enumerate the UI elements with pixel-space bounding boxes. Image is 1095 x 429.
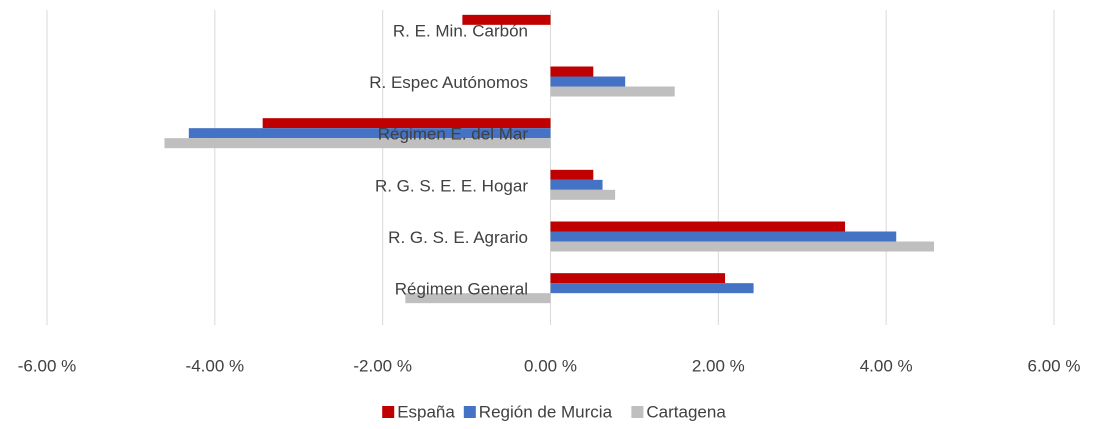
bar	[164, 138, 551, 149]
bar	[550, 86, 675, 97]
bar	[550, 283, 754, 294]
legend-swatch	[382, 406, 395, 418]
legend-swatch	[463, 406, 476, 418]
legend-label: Región de Murcia	[479, 402, 613, 421]
x-tick-label: -6.00 %	[18, 356, 77, 375]
bar	[550, 169, 594, 180]
x-tick-label: -2.00 %	[353, 356, 412, 375]
bar	[550, 221, 846, 232]
x-tick-label: 0.00 %	[524, 356, 577, 375]
bar	[550, 231, 897, 242]
legend-swatch	[631, 406, 644, 418]
bar	[550, 273, 726, 284]
bar	[462, 14, 551, 25]
legend-label: España	[397, 402, 455, 421]
x-tick-label: 2.00 %	[692, 356, 745, 375]
bar	[550, 241, 934, 252]
x-tick-label: -4.00 %	[186, 356, 245, 375]
bar	[550, 76, 626, 87]
bar	[405, 293, 551, 304]
bar	[188, 128, 551, 139]
y-tick-label: R. E. Min. Carbón	[393, 21, 528, 40]
bar	[550, 66, 594, 77]
y-tick-label: Régimen E. del Mar	[378, 125, 529, 144]
y-tick-label: R. Espec Autónomos	[369, 73, 528, 92]
bar	[550, 189, 616, 200]
y-tick-label: R. G. S. E. E. Hogar	[375, 176, 528, 195]
bar	[262, 118, 551, 129]
bar	[550, 179, 603, 190]
y-tick-label: Régimen General	[395, 280, 528, 299]
x-tick-label: 6.00 %	[1028, 356, 1081, 375]
y-tick-label: R. G. S. E. Agrario	[388, 228, 528, 247]
x-tick-label: 4.00 %	[860, 356, 913, 375]
legend-label: Cartagena	[646, 402, 726, 421]
